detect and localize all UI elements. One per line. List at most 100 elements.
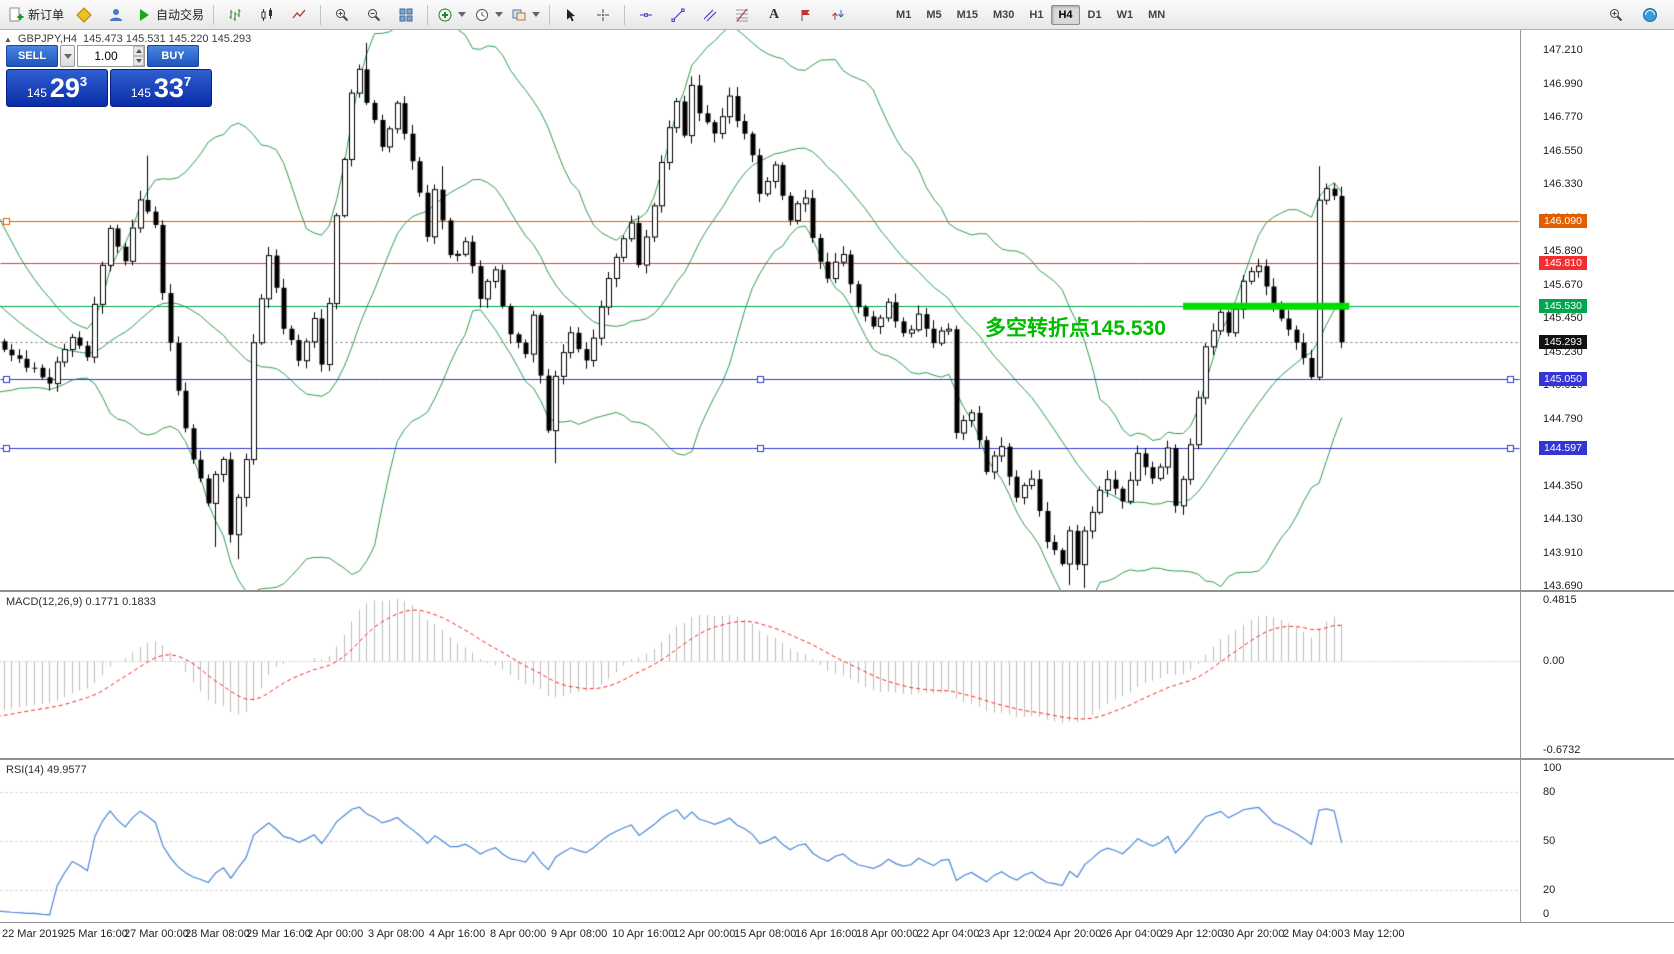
time-axis[interactable]: 22 Mar 2019 25 Mar 16:00 27 Mar 00:00 28 Ma…: [0, 922, 1674, 954]
time-axis-label: 12 Apr 00:00: [673, 928, 736, 940]
time-axis-label: 15 Apr 08:00: [734, 928, 797, 940]
time-axis-label: 27 Mar 00:00: [124, 928, 189, 940]
macd-chart-canvas[interactable]: [0, 592, 1520, 758]
rsi-scale-label: 100: [1543, 762, 1562, 774]
buy-price-button[interactable]: 145 33 7: [110, 69, 212, 107]
buy-price-big: 33: [153, 72, 184, 103]
pivot-annotation-text[interactable]: 多空转折点145.530: [985, 317, 1166, 340]
macd-scale[interactable]: 0.4815 0.00 -0.6732: [1520, 592, 1674, 758]
tile-windows-icon: [399, 8, 413, 21]
toolbar-right-group: [1601, 3, 1665, 27]
indicators-button[interactable]: [434, 3, 469, 27]
fibonacci-tool-button[interactable]: [727, 3, 757, 27]
zoom-in-button[interactable]: [327, 3, 357, 27]
price-scale-label: 145.670: [1543, 278, 1583, 291]
toolbar-separator: [320, 4, 322, 25]
timeframe-button-h4[interactable]: H4: [1051, 4, 1080, 25]
autotrading-button[interactable]: 自动交易: [133, 3, 207, 27]
search-icon: [1610, 8, 1623, 21]
timeframe-toolbar: M1 M5 M15 M30 H1 H4 D1 W1 MN: [889, 4, 1172, 25]
periods-button[interactable]: [471, 3, 506, 27]
panel-separator[interactable]: [0, 758, 1674, 760]
time-axis-label: 25 Mar 16:00: [63, 928, 128, 940]
timeframe-button-m5[interactable]: M5: [926, 8, 942, 21]
channel-icon: [703, 9, 717, 21]
time-axis-label: 8 Apr 00:00: [490, 928, 547, 940]
chart-ohlc-header: ▲ GBPJPY,H4 145.473 145.531 145.220 145.…: [4, 33, 251, 45]
community-button[interactable]: [1635, 3, 1665, 27]
rsi-scale-label: 0: [1543, 908, 1550, 920]
time-axis-label: 3 Apr 08:00: [368, 928, 425, 940]
line-chart-mode-button[interactable]: [284, 3, 314, 27]
price-scale-label: 143.910: [1543, 546, 1583, 559]
clock-icon: [476, 8, 489, 21]
rsi-chart-canvas[interactable]: [0, 760, 1520, 922]
text-label-tool-button[interactable]: [791, 3, 821, 27]
volume-dropdown-button[interactable]: [60, 45, 75, 67]
timeframe-button-w1[interactable]: W1: [1116, 8, 1134, 21]
sell-button[interactable]: SELL: [6, 45, 58, 67]
time-axis-label: 10 Apr 16:00: [612, 928, 675, 940]
buy-price-sup: 7: [183, 74, 192, 89]
price-scale-label: 144.790: [1543, 412, 1583, 425]
fibonacci-icon: [736, 8, 749, 21]
timeframe-button-m15[interactable]: M15: [956, 8, 978, 21]
toolbar-separator: [624, 4, 626, 25]
main-toolbar: 新订单 自动交易: [0, 0, 1674, 30]
timeframe-button-mn[interactable]: MN: [1148, 8, 1166, 21]
timeframe-button-m30[interactable]: M30: [993, 8, 1015, 21]
panel-separator[interactable]: [0, 590, 1674, 592]
tile-windows-button[interactable]: [391, 3, 421, 27]
candlestick-mode-button[interactable]: [252, 3, 282, 27]
timeframe-button-d1[interactable]: D1: [1087, 8, 1102, 21]
channel-tool-button[interactable]: [695, 3, 725, 27]
arrows-tool-button[interactable]: [823, 3, 853, 27]
volume-spinner: [133, 46, 144, 66]
volume-input[interactable]: [77, 45, 145, 67]
trendline-tool-button[interactable]: [663, 3, 693, 27]
metaeditor-button[interactable]: [69, 3, 99, 27]
sell-price-sup: 3: [79, 74, 88, 89]
zoom-out-icon: [368, 8, 381, 21]
text-tool-button[interactable]: A: [759, 3, 789, 27]
timeframe-button-m1[interactable]: M1: [896, 8, 912, 21]
search-button[interactable]: [1601, 3, 1631, 27]
price-scale[interactable]: 147.210146.990146.770146.550146.330146.1…: [1520, 30, 1674, 590]
time-axis-label: 2 May 04:00: [1283, 928, 1344, 940]
macd-scale-label: 0.4815: [1543, 594, 1577, 606]
new-order-button[interactable]: 新订单: [5, 3, 67, 27]
price-scale-label: 146.330: [1543, 178, 1583, 190]
new-order-label: 新订单: [28, 8, 65, 22]
buy-button[interactable]: BUY: [147, 45, 199, 67]
rsi-scale-label: 50: [1543, 835, 1556, 847]
price-chart-canvas[interactable]: [0, 30, 1520, 590]
volume-decrease-button[interactable]: [133, 56, 144, 66]
bar-chart-mode-button[interactable]: [220, 3, 250, 27]
macd-label: MACD(12,26,9) 0.1771 0.1833: [6, 596, 156, 608]
timeframe-button-h1[interactable]: H1: [1029, 8, 1044, 21]
macd-scale-label: 0.00: [1543, 655, 1565, 668]
horizontal-line-tool-button[interactable]: [631, 3, 661, 27]
zoom-out-button[interactable]: [359, 3, 389, 27]
chart-collapse-icon[interactable]: ▲: [4, 34, 12, 44]
time-axis-label: 18 Apr 00:00: [856, 928, 919, 940]
rsi-scale[interactable]: 100 80 50 20 0: [1520, 760, 1674, 922]
time-axis-label: 4 Apr 16:00: [429, 928, 486, 940]
price-scale-label: 147.210: [1543, 44, 1583, 56]
sell-price-button[interactable]: 145 29 3: [6, 69, 108, 107]
time-axis-label: 3 May 12:00: [1344, 928, 1405, 940]
cursor-tool-button[interactable]: [556, 3, 586, 27]
templates-button[interactable]: [508, 3, 543, 27]
crosshair-tool-button[interactable]: [588, 3, 618, 27]
accounts-button[interactable]: [101, 3, 131, 27]
price-scale-label: 144.350: [1543, 479, 1583, 492]
time-axis-label: 22 Apr 04:00: [917, 928, 980, 940]
chart-ohlc-values: 145.473 145.531 145.220 145.293: [83, 33, 252, 45]
rsi-scale-label: 80: [1543, 786, 1556, 799]
buy-price-prefix: 145: [130, 86, 151, 100]
volume-increase-button[interactable]: [133, 46, 144, 56]
time-axis-label: 26 Apr 04:00: [1100, 928, 1163, 940]
price-badge-144.597: 144.597: [1539, 440, 1587, 455]
chart-area: ▲ GBPJPY,H4 145.473 145.531 145.220 145.…: [0, 30, 1520, 590]
